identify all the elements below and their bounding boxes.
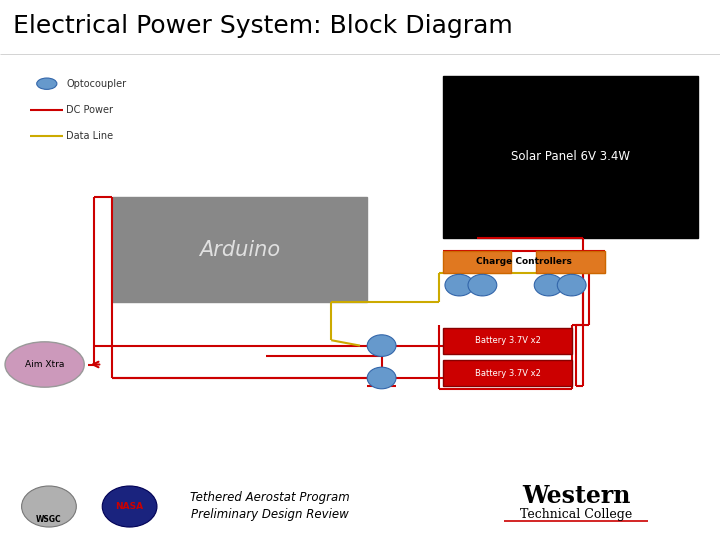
Ellipse shape (534, 274, 563, 296)
Text: Electrical Power System: Block Diagram: Electrical Power System: Block Diagram (13, 14, 513, 37)
Ellipse shape (37, 78, 57, 89)
Bar (443, 76, 698, 238)
Text: Optocoupler: Optocoupler (66, 79, 127, 89)
Bar (536, 251, 605, 273)
Text: WSGC: WSGC (36, 515, 62, 524)
Text: Tethered Aerostat Program: Tethered Aerostat Program (190, 491, 350, 504)
Circle shape (102, 486, 157, 527)
Text: Battery 3.7V x2: Battery 3.7V x2 (474, 336, 541, 345)
Text: Western: Western (522, 484, 630, 508)
Text: Arduino: Arduino (199, 240, 280, 260)
Ellipse shape (367, 367, 396, 389)
Bar (443, 251, 511, 273)
Circle shape (22, 486, 76, 527)
Text: Preliminary Design Review: Preliminary Design Review (191, 508, 349, 521)
Bar (112, 197, 367, 302)
Ellipse shape (5, 342, 84, 387)
Text: DC Power: DC Power (66, 105, 113, 114)
Text: NASA: NASA (115, 502, 144, 511)
Ellipse shape (468, 274, 497, 296)
Ellipse shape (445, 274, 474, 296)
Text: Aim Xtra: Aim Xtra (25, 360, 64, 369)
Ellipse shape (367, 335, 396, 356)
Text: Battery 3.7V x2: Battery 3.7V x2 (474, 369, 541, 377)
Text: Technical College: Technical College (520, 508, 632, 521)
Bar (443, 328, 572, 354)
Text: Data Line: Data Line (66, 131, 113, 140)
Text: Solar Panel 6V 3.4W: Solar Panel 6V 3.4W (511, 150, 630, 163)
Ellipse shape (557, 274, 586, 296)
Bar (443, 360, 572, 386)
Text: Charge Controllers: Charge Controllers (476, 258, 572, 266)
